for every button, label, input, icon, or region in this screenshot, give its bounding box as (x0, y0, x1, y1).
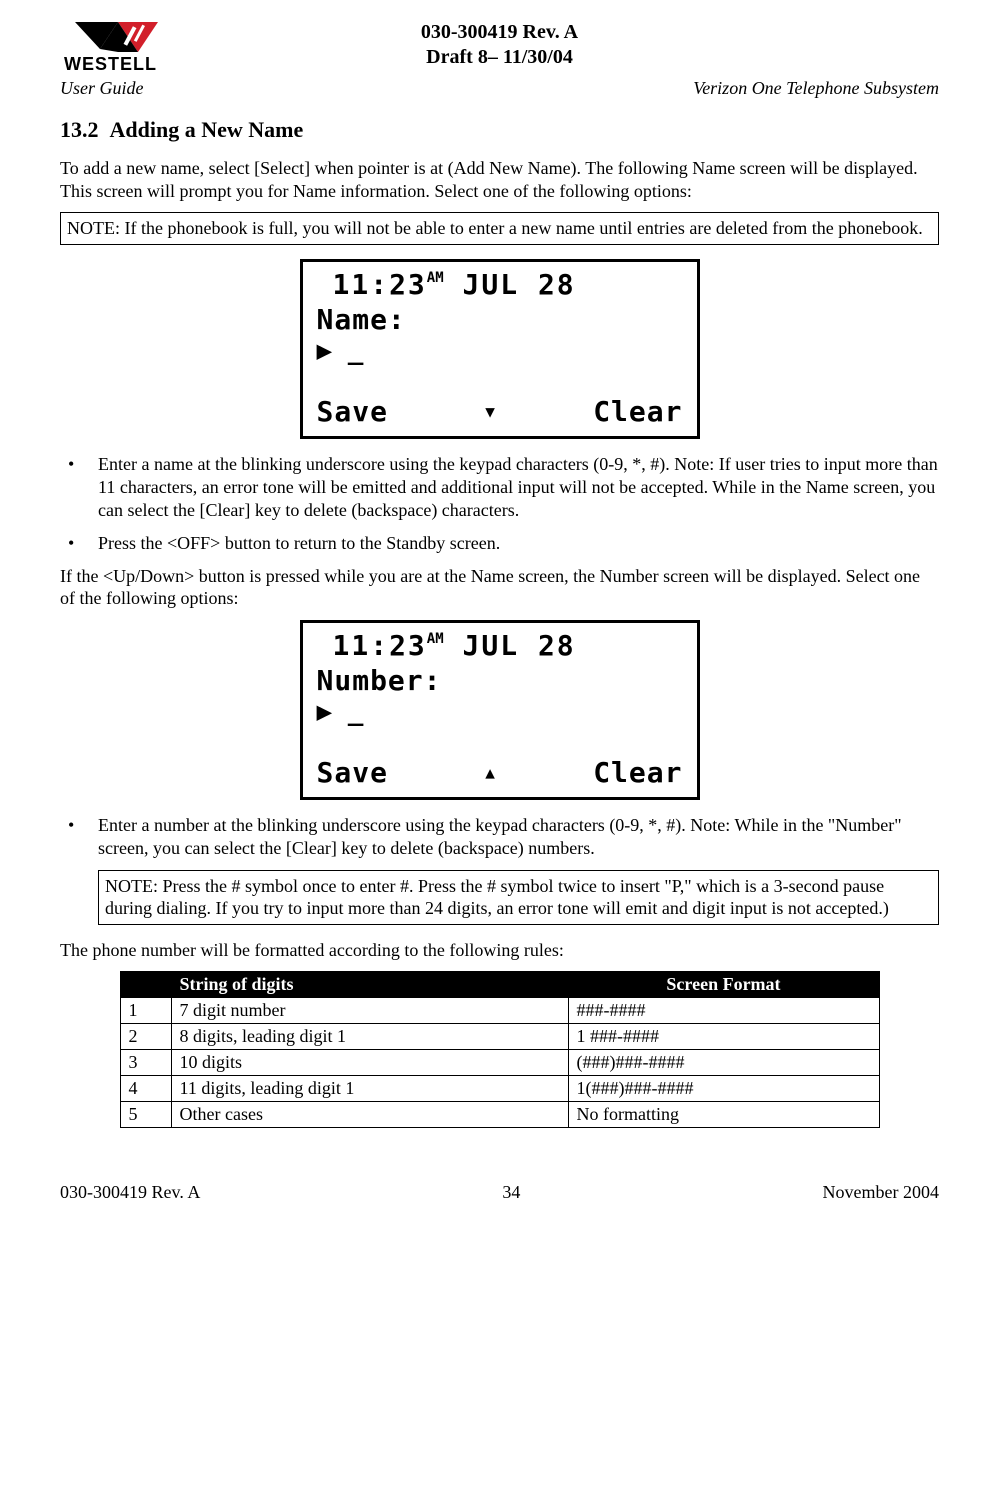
table-row: 2 8 digits, leading digit 1 1 ###-#### (120, 1024, 879, 1050)
subheader: User Guide Verizon One Telephone Subsyst… (60, 78, 939, 99)
lcd-display: 11:23AM JUL 28 Name: ▶ _ Save ▼ Clear (300, 259, 700, 439)
table-cell-format: 1 ###-#### (568, 1024, 879, 1050)
lcd-softkey-right: Clear (593, 756, 682, 789)
table-header-format: Screen Format (568, 972, 879, 998)
lcd-time-main: 11:23 (333, 268, 427, 301)
lcd-cursor: ▶ _ (303, 697, 697, 727)
down-arrow-icon: ▼ (485, 402, 496, 421)
table-cell-format: No formatting (568, 1102, 879, 1128)
lcd-cursor: ▶ _ (303, 336, 697, 366)
list-item: Enter a name at the blinking underscore … (60, 453, 939, 522)
list-item: Enter a number at the blinking underscor… (60, 814, 939, 860)
header: WESTELL 030-300419 Rev. A Draft 8– 11/30… (60, 20, 939, 74)
footer-left: 030-300419 Rev. A (60, 1182, 200, 1203)
table-cell-string: 7 digit number (171, 998, 568, 1024)
table-cell-n: 3 (120, 1050, 171, 1076)
table-cell-string: Other cases (171, 1102, 568, 1128)
lcd-date: JUL 28 (463, 268, 576, 301)
list-item: Press the <OFF> button to return to the … (60, 532, 939, 555)
table-row: 4 11 digits, leading digit 1 1(###)###-#… (120, 1076, 879, 1102)
doc-id-line2: Draft 8– 11/30/04 (180, 45, 819, 70)
table-header-blank (120, 972, 171, 998)
bullet-list-1: Enter a name at the blinking underscore … (60, 453, 939, 555)
table-cell-string: 8 digits, leading digit 1 (171, 1024, 568, 1050)
lcd-field-label: Number: (303, 664, 697, 697)
up-arrow-icon: ▲ (485, 763, 496, 782)
table-row: 5 Other cases No formatting (120, 1102, 879, 1128)
table-cell-format: (###)###-#### (568, 1050, 879, 1076)
table-cell-n: 4 (120, 1076, 171, 1102)
svg-text:WESTELL: WESTELL (64, 54, 157, 74)
lcd-softkey-left: Save (317, 756, 388, 789)
lcd-date: JUL 28 (463, 629, 576, 662)
lcd-timestamp: 11:23AM JUL 28 (303, 623, 697, 664)
doc-id-line1: 030-300419 Rev. A (180, 20, 819, 45)
lcd-field-label: Name: (303, 303, 697, 336)
table-row: 1 7 digit number ###-#### (120, 998, 879, 1024)
lcd-number-screen: 11:23AM JUL 28 Number: ▶ _ Save ▲ Clear (60, 620, 939, 800)
lcd-timestamp: 11:23AM JUL 28 (303, 262, 697, 303)
format-rules-table: String of digits Screen Format 1 7 digit… (120, 971, 880, 1128)
lcd-display: 11:23AM JUL 28 Number: ▶ _ Save ▲ Clear (300, 620, 700, 800)
table-cell-n: 5 (120, 1102, 171, 1128)
page-footer: 030-300419 Rev. A 34 November 2004 (60, 1182, 939, 1203)
doc-id: 030-300419 Rev. A Draft 8– 11/30/04 (180, 20, 819, 70)
section-title: Adding a New Name (110, 117, 304, 142)
table-header-row: String of digits Screen Format (120, 972, 879, 998)
table-cell-string: 10 digits (171, 1050, 568, 1076)
lcd-softkey-left: Save (317, 395, 388, 428)
user-guide-label: User Guide (60, 78, 144, 99)
table-cell-n: 2 (120, 1024, 171, 1050)
table-row: 3 10 digits (###)###-#### (120, 1050, 879, 1076)
table-cell-string: 11 digits, leading digit 1 (171, 1076, 568, 1102)
lcd-softkeys: Save ▲ Clear (303, 756, 697, 789)
table-intro: The phone number will be formatted accor… (60, 939, 939, 962)
footer-page-number: 34 (502, 1182, 520, 1203)
lcd-ampm: AM (427, 631, 444, 647)
lcd-softkeys: Save ▼ Clear (303, 395, 697, 428)
bullet-list-2: Enter a number at the blinking underscor… (60, 814, 939, 860)
lcd-ampm: AM (427, 270, 444, 286)
page: WESTELL 030-300419 Rev. A Draft 8– 11/30… (0, 0, 999, 1223)
footer-right: November 2004 (823, 1182, 939, 1203)
westell-logo-icon: WESTELL (60, 20, 170, 74)
note-phonebook-full: NOTE: If the phonebook is full, you will… (60, 212, 939, 245)
westell-logo: WESTELL (60, 20, 180, 74)
lcd-name-screen: 11:23AM JUL 28 Name: ▶ _ Save ▼ Clear (60, 259, 939, 439)
section-number: 13.2 (60, 117, 99, 142)
lcd-softkey-right: Clear (593, 395, 682, 428)
product-name: Verizon One Telephone Subsystem (693, 78, 939, 99)
table-cell-format: 1(###)###-#### (568, 1076, 879, 1102)
table-cell-format: ###-#### (568, 998, 879, 1024)
section-heading: 13.2 Adding a New Name (60, 117, 939, 143)
mid-paragraph: If the <Up/Down> button is pressed while… (60, 565, 939, 610)
table-header-string: String of digits (171, 972, 568, 998)
note-pound-symbol: NOTE: Press the # symbol once to enter #… (98, 870, 939, 925)
lcd-time-main: 11:23 (333, 629, 427, 662)
intro-paragraph: To add a new name, select [Select] when … (60, 157, 939, 202)
table-cell-n: 1 (120, 998, 171, 1024)
